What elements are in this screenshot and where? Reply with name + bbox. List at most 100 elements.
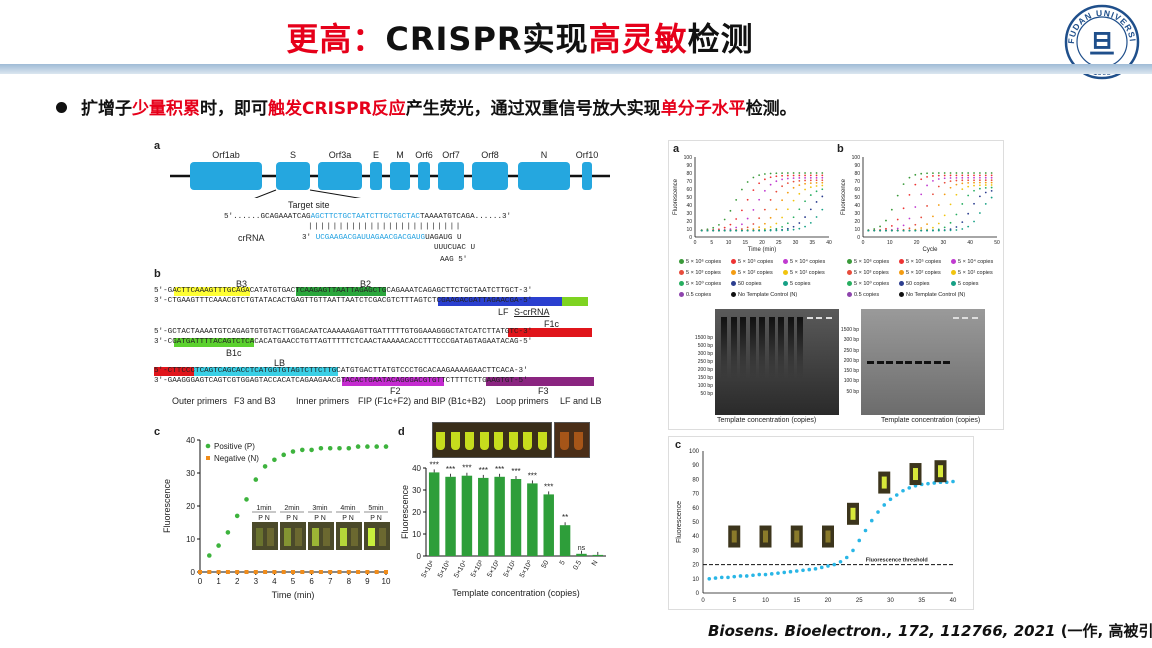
curve-point: [741, 188, 743, 191]
legend-f3b3: F3 and B3: [234, 396, 276, 406]
legend-label: 5 × 10⁰ copies: [854, 281, 890, 287]
data-point: [807, 567, 812, 572]
curve-point: [984, 172, 987, 174]
significance-label: ***: [446, 465, 455, 474]
gel-band: [933, 361, 941, 364]
curve-point: [792, 186, 795, 189]
curve-point: [792, 172, 795, 174]
x-tick-label: 0: [701, 598, 705, 604]
genome-map: Orf1ab S Orf3a E M Orf6 Orf7 Orf8 N Orf10: [170, 150, 610, 198]
data-point: [863, 528, 868, 533]
data-point: [832, 562, 837, 567]
legend-label: 5 × 10⁶ copies: [686, 259, 722, 265]
tube-liquid: [825, 530, 831, 543]
tube-liquid: [881, 476, 887, 489]
curve-point: [926, 229, 928, 232]
gene-label: M: [396, 150, 404, 160]
inset-pn-label: P N: [314, 515, 326, 522]
gel-band: [740, 317, 746, 379]
curve-point: [932, 226, 934, 229]
curve-point: [723, 229, 726, 232]
curve-point: [769, 199, 772, 201]
x-tick-label: 0: [198, 577, 203, 586]
curve-point: [775, 208, 778, 211]
gel-band: [962, 317, 968, 319]
y-tick-label: 50: [854, 195, 860, 201]
curve-point: [955, 226, 958, 228]
data-point: [851, 548, 855, 553]
curve-point: [961, 174, 964, 177]
curve-point: [792, 216, 795, 219]
x-axis-label: Time (min): [748, 247, 776, 253]
legend-entry: 5 × 10⁰ copies: [679, 281, 721, 287]
curve-point: [967, 179, 970, 182]
primer-f3-highlight: [486, 377, 594, 386]
x-tick-label: 0: [862, 240, 865, 246]
curve-point: [758, 182, 761, 185]
curve-point: [990, 176, 993, 179]
bullet-text: 时，即可: [200, 99, 268, 119]
x-tick-label: 5: [733, 598, 737, 604]
curve-point: [932, 215, 934, 218]
data-point-positive: [290, 449, 296, 454]
x-tick-label: 20: [759, 240, 765, 246]
inset-time-label: 2min: [284, 505, 299, 512]
legend-marker: [847, 281, 852, 287]
y-tick-label: 30: [186, 469, 195, 478]
curve-point: [984, 191, 987, 194]
x-tick-label: 50: [994, 240, 1000, 246]
data-point: [907, 486, 912, 490]
x-tick-label: 8: [347, 577, 352, 586]
y-tick-label: 20: [412, 508, 421, 517]
curve-point: [809, 208, 812, 211]
y-tick-label: 80: [692, 477, 699, 483]
curve-point: [955, 229, 958, 231]
data-point: [838, 559, 843, 564]
inset-tube-p: [312, 528, 319, 546]
curve-point: [920, 229, 923, 232]
curve-point: [902, 229, 905, 232]
data-point-negative: [337, 570, 342, 574]
curve-point: [967, 185, 970, 188]
curve-point: [873, 228, 876, 230]
x-tick-label: 30: [941, 240, 947, 246]
x-tick-label: 40: [950, 598, 957, 604]
curve-point: [984, 179, 987, 182]
tube-liquid: [850, 507, 856, 520]
gel-band: [943, 361, 950, 364]
curve-point: [815, 181, 818, 184]
data-point-negative: [291, 570, 295, 574]
data-point: [732, 574, 737, 579]
legend-label: 50 copies: [906, 281, 930, 287]
bar: [510, 479, 522, 556]
gel-band: [876, 361, 884, 364]
y-tick-label: 60: [854, 187, 860, 193]
curve-point: [741, 223, 743, 226]
legend-marker: [731, 259, 736, 265]
curve-point: [815, 172, 818, 174]
curve-point: [949, 203, 952, 206]
curve-point: [804, 172, 806, 174]
curve-point: [763, 222, 766, 225]
curve-point: [758, 226, 761, 229]
data-point-negative: [272, 570, 277, 574]
curve-point: [792, 199, 795, 202]
x-tick-label: 15: [742, 240, 748, 246]
curve-point: [908, 227, 911, 230]
gel-ladder-label: 150 bp: [843, 368, 859, 375]
curve-point: [932, 229, 934, 232]
gel-ladder-label: 100 bp: [843, 378, 859, 385]
tag-f1c: F1c: [544, 319, 560, 329]
bar: [527, 483, 538, 556]
curve-point: [961, 188, 964, 191]
legend-entry: 5 × 10⁴ copies: [951, 259, 993, 265]
curve-point: [914, 223, 917, 226]
curve-point: [821, 179, 824, 182]
legend-marker: [899, 259, 904, 265]
tag-lb: LB: [274, 358, 286, 368]
curve-point: [798, 172, 801, 174]
curve-point: [786, 182, 789, 185]
x-tick-label: 5×10¹: [503, 559, 518, 579]
curve-point: [786, 227, 789, 230]
gene-label: Orf10: [576, 150, 599, 160]
